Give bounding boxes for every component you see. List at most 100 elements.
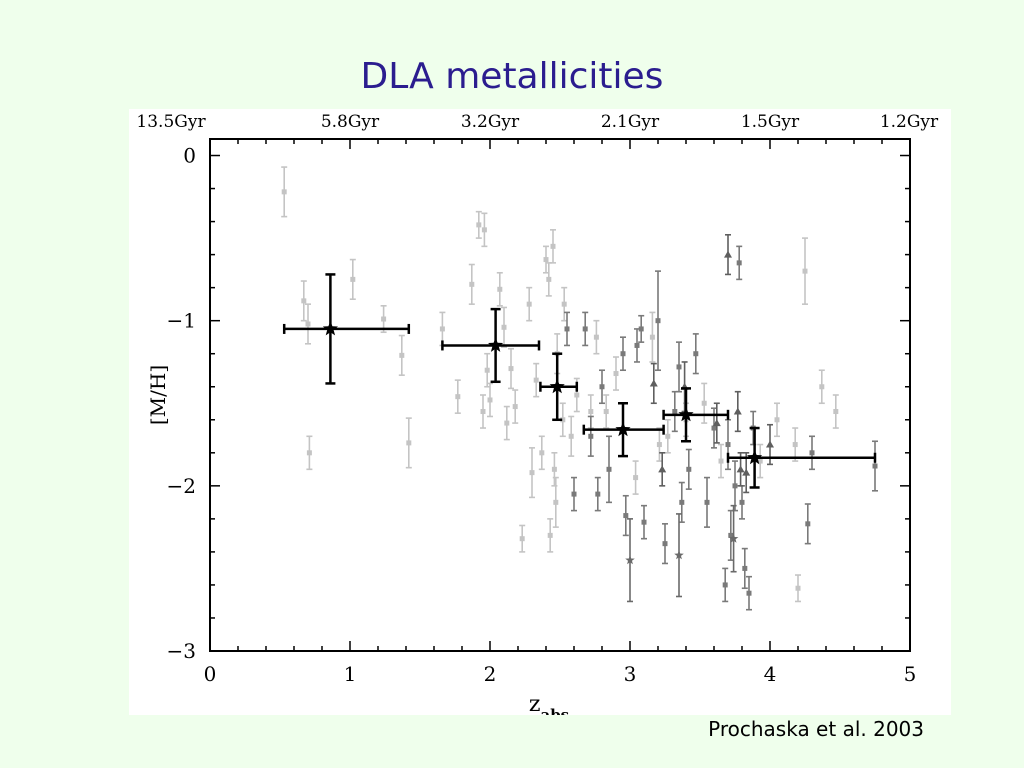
dla-point <box>680 361 689 413</box>
square-marker <box>623 513 629 519</box>
dla-point <box>582 311 589 347</box>
dla-point <box>594 476 601 512</box>
binned-mean-point <box>282 273 411 385</box>
binned-mean-point <box>726 426 877 489</box>
square-marker <box>512 404 518 410</box>
binned-mean-point <box>441 307 541 384</box>
square-marker <box>704 499 710 505</box>
dla-point <box>662 523 668 565</box>
square-marker <box>711 425 717 431</box>
square-marker <box>725 442 731 448</box>
dla-point <box>634 328 640 363</box>
dla-point <box>533 362 540 398</box>
dla-point <box>606 435 612 504</box>
square-marker <box>539 450 545 456</box>
dla-point <box>571 476 577 512</box>
square-marker <box>582 326 588 332</box>
star-marker <box>674 550 684 560</box>
dla-point <box>809 435 815 471</box>
square-marker <box>633 475 639 481</box>
triangle-marker <box>733 407 742 415</box>
square-marker <box>519 536 525 542</box>
dla-point <box>739 485 745 520</box>
dla-point <box>503 405 510 441</box>
square-marker <box>469 281 475 287</box>
dla-point <box>468 263 475 305</box>
top-axis-age-labels: 13.5Gyr 5.8Gyr 3.2Gyr 2.1Gyr 1.5Gyr 1.2Gyr <box>136 112 939 132</box>
square-marker <box>406 440 412 446</box>
dla-point <box>804 503 811 545</box>
dla-point <box>704 476 710 528</box>
square-marker <box>795 585 801 591</box>
square-marker <box>662 541 668 547</box>
square-marker <box>593 334 599 340</box>
dla-point <box>802 237 808 305</box>
square-marker <box>487 397 493 403</box>
square-marker <box>595 491 601 497</box>
x-tick-label: 4 <box>764 662 777 686</box>
dla-point <box>658 452 667 487</box>
dla-point <box>603 394 610 429</box>
triangle-marker <box>766 440 774 448</box>
top-age-label: 13.5Gyr <box>136 112 206 132</box>
x-axis-label: zabs <box>529 692 569 715</box>
square-marker <box>381 316 387 322</box>
dla-point <box>741 547 748 590</box>
square-marker <box>546 276 552 282</box>
metallicity-chart: 13.5Gyr 5.8Gyr 3.2Gyr 2.1Gyr 1.5Gyr 1.2Gyr 0 1… <box>129 109 951 715</box>
dla-point <box>587 415 594 457</box>
square-marker <box>620 351 626 357</box>
square-marker <box>281 189 287 195</box>
square-marker <box>476 222 482 228</box>
dla-point <box>718 443 724 479</box>
star-marker <box>488 337 504 352</box>
dla-point <box>712 402 721 444</box>
square-marker <box>649 334 655 340</box>
star-marker <box>549 378 565 394</box>
star-marker <box>747 449 763 465</box>
dla-point <box>593 319 600 355</box>
dla-point <box>671 390 678 433</box>
y-tick-labels: 0 −1 −2 −3 <box>167 144 196 663</box>
plot-frame <box>209 138 911 652</box>
square-marker <box>603 409 609 415</box>
top-age-label: 1.2Gyr <box>880 112 939 132</box>
dla-point <box>724 233 732 276</box>
triangle-marker <box>724 250 732 258</box>
dla-point <box>692 333 699 375</box>
square-marker <box>634 342 640 348</box>
star-marker <box>625 555 635 565</box>
x-tick-labels: 0 1 2 3 4 5 <box>204 662 917 686</box>
dla-point <box>613 356 619 391</box>
dla-point <box>481 212 488 248</box>
dla-point <box>722 567 729 603</box>
square-marker <box>774 417 780 423</box>
dla-point <box>649 362 658 405</box>
dla-point <box>300 280 307 322</box>
dla-point <box>649 311 656 363</box>
triangle-marker <box>658 465 667 473</box>
dla-point <box>552 476 559 528</box>
dla-point <box>496 271 503 307</box>
citation: Prochaska et al. 2003 <box>708 717 924 741</box>
square-marker <box>480 409 486 415</box>
square-marker <box>526 301 532 307</box>
dla-point <box>736 245 743 281</box>
y-tick-label: 0 <box>183 144 196 168</box>
square-marker <box>553 499 559 505</box>
dla-point <box>475 210 482 239</box>
binned-mean-point <box>662 387 730 443</box>
dla-point <box>508 347 514 390</box>
x-tick-label: 3 <box>624 662 637 686</box>
square-marker <box>529 470 535 476</box>
dla-point <box>638 314 645 343</box>
square-marker <box>613 371 619 377</box>
dla-point <box>757 443 764 479</box>
square-marker <box>484 367 490 373</box>
square-marker <box>571 491 577 497</box>
dla-point <box>405 417 412 469</box>
square-marker <box>306 450 312 456</box>
dla-point <box>641 504 647 540</box>
square-marker <box>655 318 661 324</box>
dla-point <box>305 303 311 345</box>
